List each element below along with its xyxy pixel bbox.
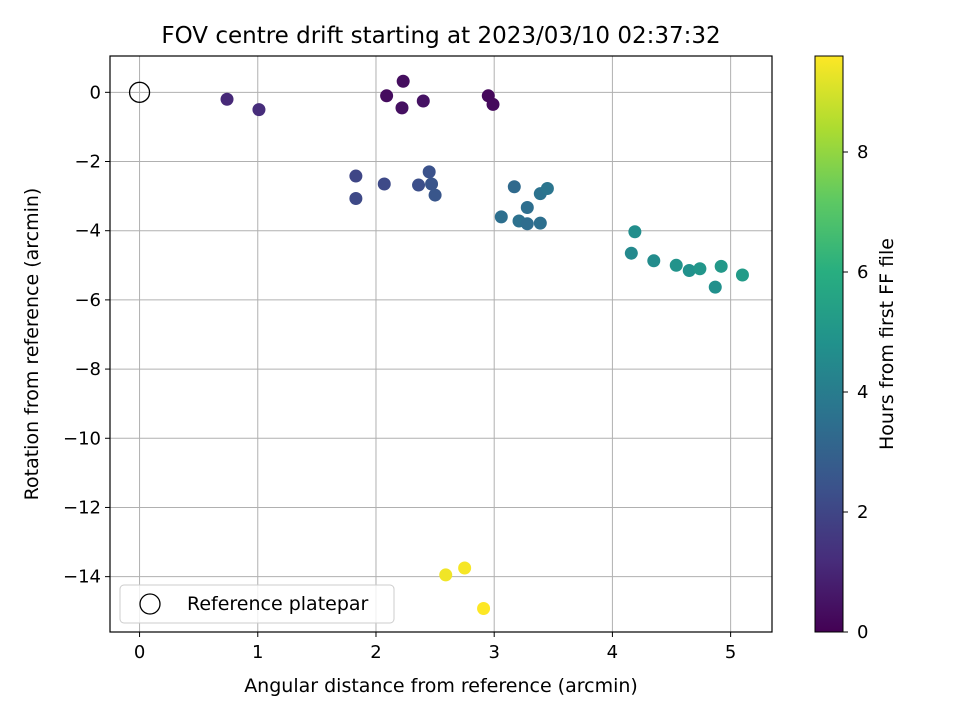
y-tick-label: −6 (74, 290, 101, 311)
x-tick-label: 5 (725, 642, 736, 663)
colorbar-gradient (814, 55, 844, 633)
data-point (520, 201, 534, 215)
colorbar-tick-label: 0 (857, 622, 868, 643)
data-point (682, 263, 696, 277)
colorbar-label: Hours from first FF file (876, 238, 898, 450)
colorbar-tick-label: 6 (857, 262, 868, 283)
data-point (520, 217, 534, 231)
data-point (669, 258, 683, 272)
data-point (220, 92, 234, 106)
grid-lines (110, 56, 772, 632)
x-tick-label: 1 (252, 642, 263, 663)
x-tick-label: 0 (134, 642, 145, 663)
legend-reference-marker (139, 593, 161, 615)
y-tick-label: −12 (63, 497, 101, 518)
data-point (349, 192, 363, 206)
data-point (422, 165, 436, 179)
data-points (128, 74, 749, 615)
data-point (395, 101, 409, 115)
x-tick-label: 4 (607, 642, 618, 663)
data-point (647, 254, 661, 268)
data-point (412, 178, 426, 192)
colorbar-ticks: 0 2 4 6 8 (843, 142, 868, 643)
data-point (735, 268, 749, 282)
y-tick-label: −2 (74, 152, 101, 173)
data-point (494, 210, 508, 224)
data-point (533, 216, 547, 230)
colorbar: 0 2 4 6 8 Hours from first FF file (814, 55, 898, 643)
data-point (540, 181, 554, 195)
y-axis-label: Rotation from reference (arcmin) (21, 188, 43, 501)
data-point (477, 601, 491, 615)
data-point (252, 103, 266, 117)
x-tick-label: 3 (488, 642, 499, 663)
data-point (486, 97, 500, 111)
legend-reference-label: Reference platepar (187, 593, 369, 615)
colorbar-tick-label: 8 (857, 142, 868, 163)
y-tick-label: −10 (63, 428, 101, 449)
data-point (628, 225, 642, 239)
y-tick-label: −4 (74, 221, 101, 242)
data-point (396, 74, 410, 88)
data-point (624, 246, 638, 260)
y-tick-label: −8 (74, 359, 101, 380)
reference-platepar-marker (128, 81, 151, 103)
data-point (425, 177, 439, 191)
y-tick-label: 0 (90, 82, 101, 103)
colorbar-tick-label: 4 (857, 382, 868, 403)
data-point (377, 177, 391, 191)
legend-box (119, 584, 395, 624)
data-point (507, 180, 521, 194)
data-point (428, 188, 442, 202)
data-point (714, 259, 728, 273)
x-axis-ticks: 0 1 2 3 4 5 (134, 632, 736, 663)
data-point (349, 169, 363, 183)
chart-title: FOV centre drift starting at 2023/03/10 … (161, 23, 720, 49)
data-point (380, 89, 394, 103)
x-axis-label: Angular distance from reference (arcmin) (244, 675, 638, 697)
data-point (439, 568, 453, 582)
y-axis-ticks: 0 −2 −4 −6 −8 −10 −12 −14 (63, 82, 110, 588)
y-tick-label: −14 (63, 567, 101, 588)
plot-frame (109, 55, 773, 633)
data-point (693, 262, 707, 276)
legend: Reference platepar (119, 584, 395, 624)
colorbar-tick-label: 2 (857, 502, 868, 523)
data-point (458, 561, 472, 575)
data-point (416, 94, 430, 108)
data-point (708, 280, 722, 294)
x-tick-label: 2 (370, 642, 381, 663)
